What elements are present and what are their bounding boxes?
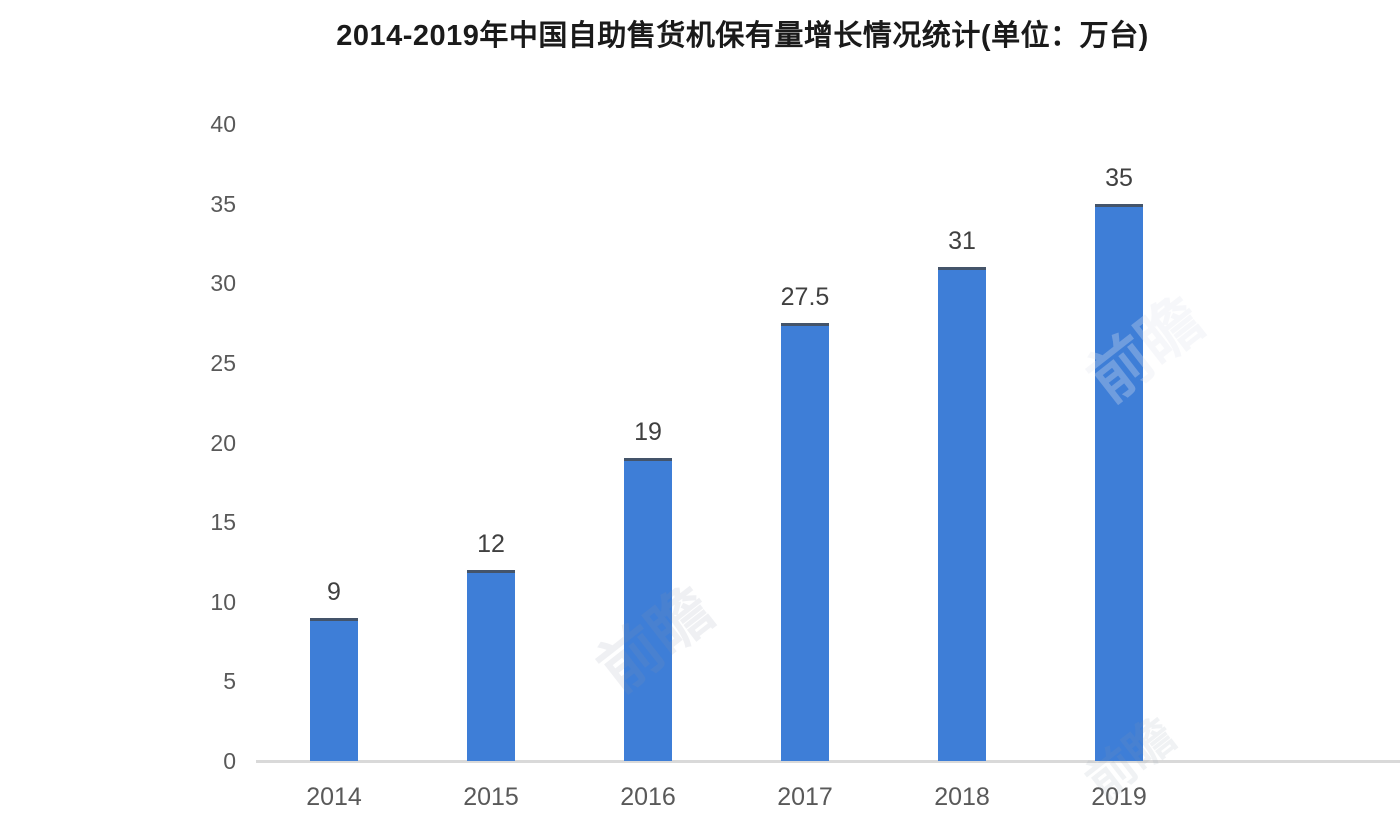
y-tick-label: 5 xyxy=(223,668,236,695)
y-tick-label: 10 xyxy=(210,588,236,615)
x-axis-label-2015: 2015 xyxy=(463,783,519,811)
x-axis-line xyxy=(256,760,1400,763)
x-axis-label-2019: 2019 xyxy=(1091,783,1147,811)
y-tick-label: 20 xyxy=(210,429,236,456)
x-axis-label-2017: 2017 xyxy=(777,783,833,811)
x-axis-label-2014: 2014 xyxy=(306,783,362,811)
y-tick-label: 15 xyxy=(210,509,236,536)
bar-value-label-2015: 12 xyxy=(477,529,505,558)
bar-2019 xyxy=(1095,203,1143,761)
y-tick-label: 0 xyxy=(223,748,236,774)
bar-2018 xyxy=(938,267,986,761)
bar-value-label-2018: 31 xyxy=(948,227,976,256)
bar-value-label-2016: 19 xyxy=(634,418,662,447)
x-axis-label-2016: 2016 xyxy=(620,783,676,811)
y-tick-label: 40 xyxy=(210,111,236,137)
chart-title: 2014-2019年中国自助售货机保有量增长情况统计(单位：万台) xyxy=(336,20,1149,52)
y-tick-label: 25 xyxy=(210,349,236,376)
x-axis-label-2018: 2018 xyxy=(934,783,990,811)
bar-2016 xyxy=(624,458,672,761)
bar-2014 xyxy=(310,617,358,761)
bar-value-label-2014: 9 xyxy=(327,577,341,606)
bar-value-label-2019: 35 xyxy=(1105,163,1133,192)
y-tick-label: 30 xyxy=(210,270,236,297)
bar-2017 xyxy=(781,323,829,761)
bar-value-label-2017: 27.5 xyxy=(780,283,830,312)
bar-2015 xyxy=(467,569,515,761)
y-tick-label: 35 xyxy=(210,190,236,217)
